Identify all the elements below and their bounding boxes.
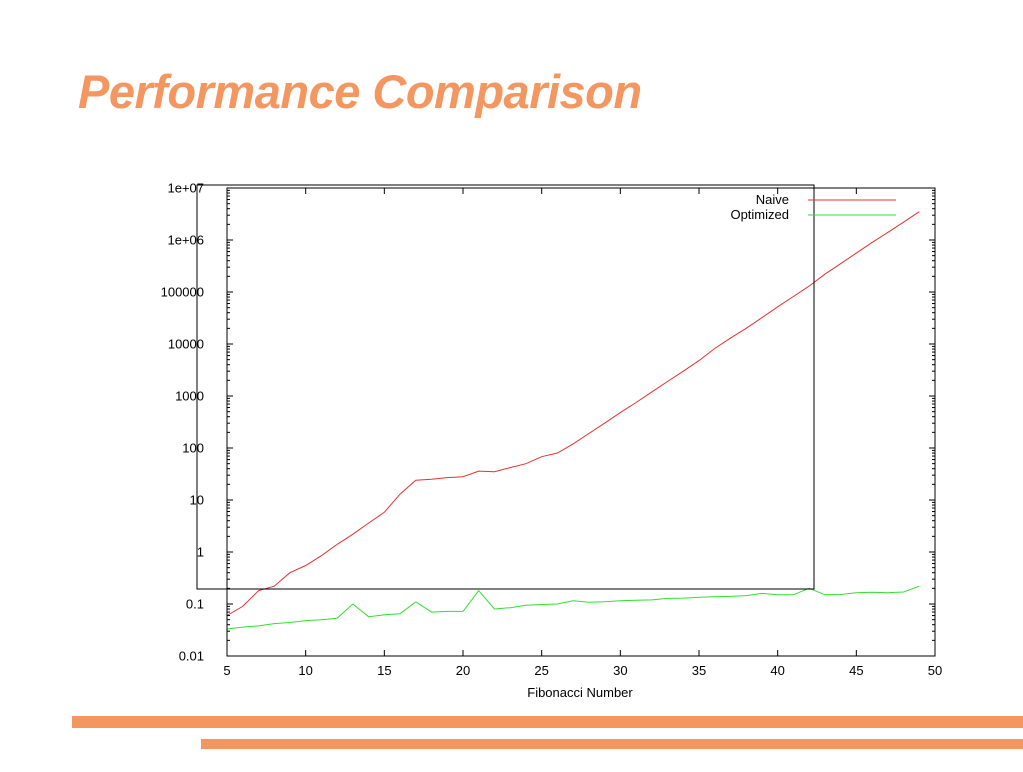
x-tick-label: 25	[534, 663, 548, 678]
x-tick-label: 10	[298, 663, 312, 678]
series-line-optimized	[226, 585, 920, 630]
overlay-box	[196, 184, 815, 590]
x-tick-label: 15	[377, 663, 391, 678]
x-tick-label: 40	[770, 663, 784, 678]
y-tick-label: 0.01	[179, 649, 204, 664]
y-tick-label: 1e+07	[167, 181, 204, 196]
legend-label-optimized: Optimized	[730, 207, 789, 222]
legend-label-naive: Naive	[756, 192, 789, 207]
axis-ticks: 5 10 15 20 25 30 35 40 45 50 0.01 0.1 1 10 100 1000 1000…	[161, 181, 943, 679]
x-tick-label: 5	[223, 663, 230, 678]
axes-frame	[226, 187, 936, 657]
x-axis-label: Fibonacci Number	[527, 685, 633, 700]
y-tick-label: 10000	[168, 337, 204, 352]
x-tick-label: 20	[456, 663, 470, 678]
slide-title: Performance Comparison	[78, 65, 642, 118]
y-tick-label: 10	[190, 493, 204, 508]
y-tick-label: 0.1	[186, 597, 204, 612]
y-tick-label: 100	[182, 441, 204, 456]
footer-rule-bottom	[201, 739, 1023, 749]
plot-frame	[196, 184, 936, 657]
y-tick-label: 1000	[175, 389, 204, 404]
y-tick-label: 1e+06	[167, 233, 204, 248]
series-lines	[226, 211, 920, 630]
footer-rule-top	[72, 716, 1023, 728]
x-tick-label: 50	[928, 663, 942, 678]
y-tick-label: 100000	[161, 285, 204, 300]
x-tick-label: 30	[613, 663, 627, 678]
series-line-naive	[226, 211, 920, 616]
y-tick-label: 1	[197, 545, 204, 560]
x-tick-label: 35	[692, 663, 706, 678]
x-tick-label: 45	[849, 663, 863, 678]
